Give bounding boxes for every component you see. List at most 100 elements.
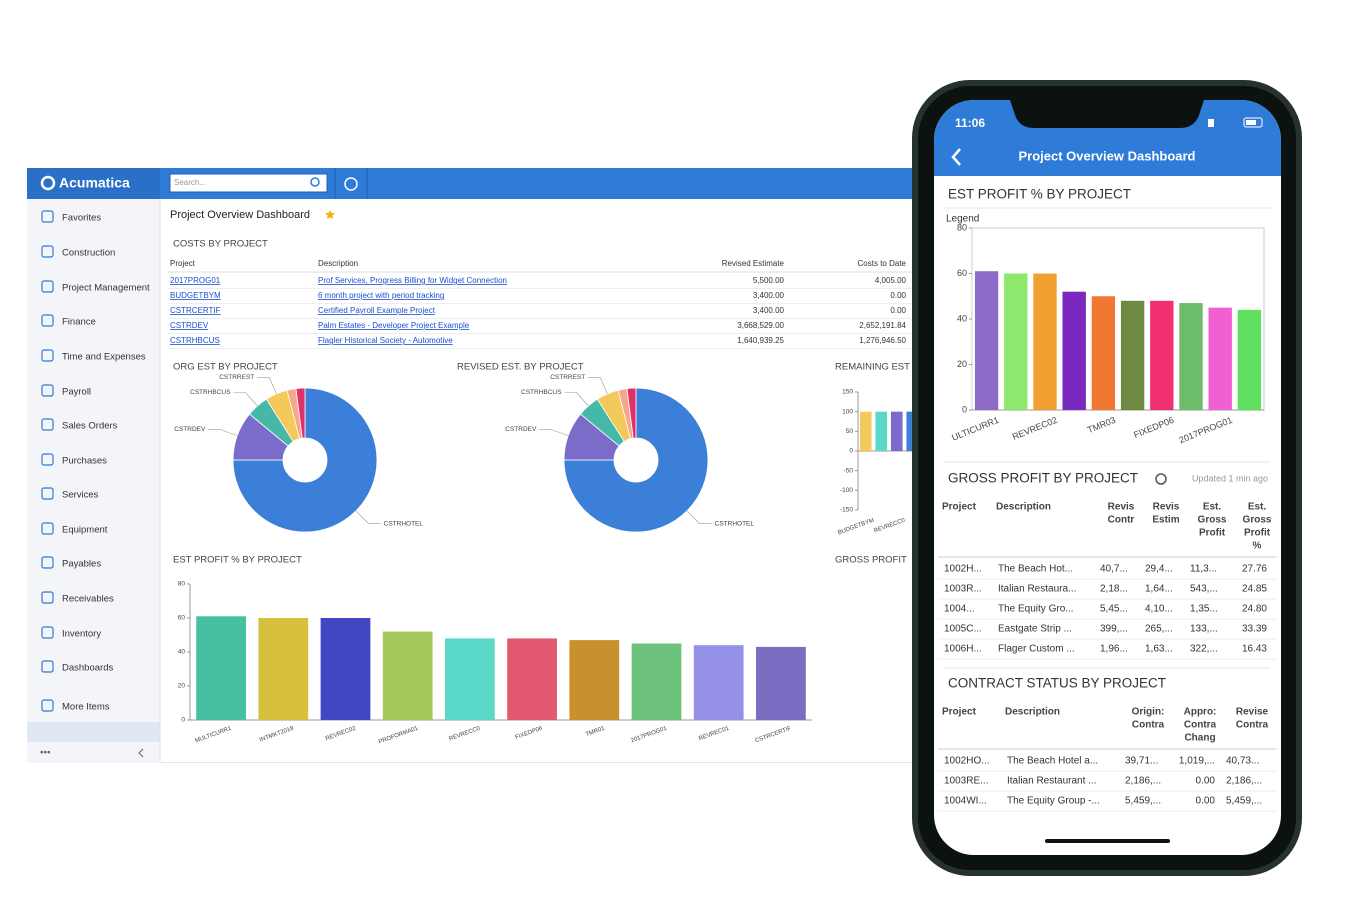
column-header: Project [942,502,977,513]
screen-title: Project Overview Dashboard [1018,148,1195,163]
bar [875,411,888,451]
slice-label: CSTRHBCUS [190,389,231,396]
chart-title: EST PROFIT % BY PROJECT [173,555,302,566]
table-cell: 2,186,... [1226,776,1262,787]
more-glyph[interactable]: ••• [40,748,51,759]
table-cell: 3,400.00 [753,291,785,300]
table-link[interactable]: CSTRCERTIF [170,306,221,315]
table-cell: 5,459,... [1125,796,1161,807]
y-tick-label: 50 [846,428,854,435]
search-icon[interactable] [310,177,320,187]
menu-item[interactable]: Payroll [62,387,91,398]
table-cell: 2,186,... [1125,776,1161,787]
table-cell: 543,... [1190,584,1218,595]
bar [258,618,309,720]
menu-item[interactable]: Finance [62,317,96,328]
leader-line [588,377,608,395]
y-tick-label: -150 [840,507,853,514]
leader-line [233,392,258,407]
table-link[interactable]: 6 month project with period tracking [318,291,444,300]
section-title: GROSS PROFIT BY PROJECT [948,471,1138,486]
menu-item[interactable]: Services [62,490,99,501]
favorite-star[interactable] [325,210,335,219]
table-link[interactable]: Prof Services, Progress Billing for Widg… [318,276,507,285]
bar [445,638,495,720]
phone: EST PROFIT % BY PROJECT020406080ULTICURR… [912,80,1302,876]
refresh-icon[interactable] [1155,473,1167,485]
slice-label: CSTRHOTEL [384,520,424,527]
menu-item[interactable]: Purchases [62,456,107,467]
menu-item[interactable]: Receivables [62,594,114,605]
menu-item[interactable]: Favorites [62,213,101,224]
column-header: Estim [1152,515,1179,526]
slice-label: CSTRDEV [174,426,206,433]
column-header: Revised Estimate [722,259,785,268]
bar [974,271,999,410]
table-link[interactable]: Flagler Historical Society - Automotive [318,336,453,345]
table-cell: 1003RE... [944,776,988,787]
refresh-icon[interactable] [344,177,358,191]
table-cell: 39,71... [1125,756,1158,767]
column-header: Contra [1184,720,1217,731]
table-cell: 1,96... [1100,644,1128,655]
chart-title: EST PROFIT % BY PROJECT [948,187,1131,202]
table-cell: 1004WI... [944,796,987,807]
section-title: CONTRACT STATUS BY PROJECT [948,676,1166,691]
column-header: Gross [1198,515,1227,526]
y-tick-label: 20 [957,359,967,369]
table-cell: 29,4... [1145,564,1173,575]
menu-item[interactable]: Equipment [62,525,108,536]
table-cell: 1,35... [1190,604,1218,615]
menu-icon [41,245,54,258]
menu-item[interactable]: Time and Expenses [62,352,146,363]
table-cell: 1005C... [944,624,982,635]
column-header: Profit [1244,528,1271,539]
column-header: Description [318,259,358,268]
menu-icon [41,699,54,712]
y-tick-label: 40 [178,649,186,656]
table-cell: 322,... [1190,644,1218,655]
table-link[interactable]: CSTRDEV [170,321,209,330]
table-link[interactable]: Palm Estates - Developer Project Example [318,321,470,330]
table-cell: The Beach Hotel a... [1007,756,1098,767]
back-button[interactable] [951,148,961,166]
table-cell: 11,3... [1190,564,1217,575]
menu-item[interactable]: Inventory [62,629,101,640]
updated-note: Updated 1 min ago [1192,473,1268,483]
table-cell: 1,63... [1145,644,1173,655]
table-cell: 1006H... [944,644,982,655]
table-cell: 265,... [1145,624,1173,635]
brand: Acumatica [59,175,130,191]
column-header: Description [996,502,1051,513]
slice-label: CSTRREST [550,374,585,381]
menu-item[interactable]: More Items [62,702,110,713]
menu-item[interactable]: Payables [62,559,101,570]
table-cell: 16.43 [1242,644,1267,655]
table-link[interactable]: CSTRHBCUS [170,336,220,345]
menu-item[interactable]: Dashboards [62,663,113,674]
table-cell: 399,... [1100,624,1128,635]
menu-item[interactable]: Sales Orders [62,421,118,432]
table-cell: 2,18... [1100,584,1128,595]
table-link[interactable]: 2017PROG01 [170,276,221,285]
y-tick-label: 60 [957,268,967,278]
table-cell: 133,... [1190,624,1218,635]
table-link[interactable]: Certified Payroll Example Project [318,306,436,315]
slice-label: CSTRREST [219,374,254,381]
leader-line [686,510,712,524]
y-tick-label: 80 [178,581,186,588]
top-bar [27,168,927,199]
bar [507,638,557,720]
pie-slice [295,387,306,439]
menu-item[interactable]: Construction [62,248,115,259]
table-cell: 2,652,191.84 [859,321,906,330]
search-box[interactable] [169,173,328,193]
section-title: COSTS BY PROJECT [173,239,268,250]
collapse-arrow[interactable] [138,748,144,758]
menu-item[interactable]: Project Management [62,283,150,294]
column-header: Contr [1108,515,1135,526]
table-link[interactable]: BUDGETBYM [170,291,221,300]
table-cell: 24.80 [1242,604,1267,615]
menu-icon [41,210,54,223]
signal-icon [1208,119,1214,127]
